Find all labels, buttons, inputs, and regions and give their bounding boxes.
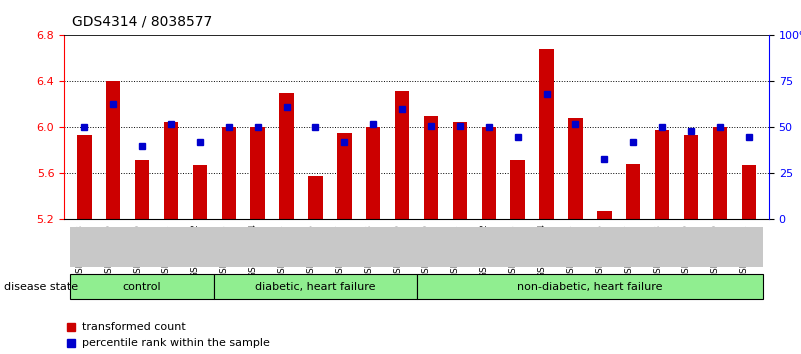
Bar <box>626 164 641 219</box>
Text: GSM662177: GSM662177 <box>624 224 633 279</box>
FancyBboxPatch shape <box>70 274 215 299</box>
Bar <box>706 227 735 267</box>
FancyBboxPatch shape <box>417 274 763 299</box>
Bar <box>388 227 417 267</box>
Bar <box>106 81 120 219</box>
Bar <box>735 227 763 267</box>
Text: GSM662165: GSM662165 <box>277 224 287 279</box>
Text: GSM662164: GSM662164 <box>248 224 258 278</box>
Bar <box>366 127 380 219</box>
Bar <box>532 227 561 267</box>
Text: GSM662160: GSM662160 <box>133 224 142 279</box>
Bar <box>222 127 236 219</box>
Text: GSM662166: GSM662166 <box>307 224 316 279</box>
Text: GSM662158: GSM662158 <box>75 224 84 279</box>
Text: GSM662168: GSM662168 <box>364 224 373 279</box>
Text: GSM662171: GSM662171 <box>451 224 460 279</box>
Text: GSM662159: GSM662159 <box>104 224 113 279</box>
Bar <box>280 93 294 219</box>
FancyBboxPatch shape <box>215 274 417 299</box>
Text: GSM662178: GSM662178 <box>653 224 662 279</box>
Text: GSM662167: GSM662167 <box>336 224 344 279</box>
Bar <box>395 91 409 219</box>
Bar <box>561 227 590 267</box>
Text: GSM662174: GSM662174 <box>537 224 546 278</box>
Bar <box>539 49 553 219</box>
Text: GSM662172: GSM662172 <box>480 224 489 278</box>
Bar <box>308 176 323 219</box>
Bar <box>99 227 127 267</box>
Bar <box>215 227 244 267</box>
Bar <box>77 136 91 219</box>
Bar <box>445 227 474 267</box>
Text: GDS4314 / 8038577: GDS4314 / 8038577 <box>72 14 212 28</box>
Bar <box>244 227 272 267</box>
Text: GSM662161: GSM662161 <box>162 224 171 279</box>
Bar <box>163 122 178 219</box>
Bar <box>453 122 467 219</box>
Bar <box>510 160 525 219</box>
Bar <box>618 227 648 267</box>
Bar <box>597 211 611 219</box>
Text: GSM662180: GSM662180 <box>710 224 720 279</box>
Bar <box>655 130 670 219</box>
Bar <box>474 227 503 267</box>
Text: diabetic, heart failure: diabetic, heart failure <box>256 282 376 292</box>
Text: non-diabetic, heart failure: non-diabetic, heart failure <box>517 282 662 292</box>
Text: GSM662179: GSM662179 <box>682 224 691 279</box>
Text: percentile rank within the sample: percentile rank within the sample <box>82 338 270 348</box>
Bar <box>156 227 185 267</box>
Bar <box>135 160 149 219</box>
Bar <box>127 227 156 267</box>
Bar <box>417 227 445 267</box>
Text: GSM662163: GSM662163 <box>219 224 229 279</box>
Bar <box>337 133 352 219</box>
Bar <box>272 227 301 267</box>
Bar <box>359 227 388 267</box>
Bar <box>677 227 706 267</box>
Text: GSM662173: GSM662173 <box>509 224 517 279</box>
Text: transformed count: transformed count <box>82 322 186 332</box>
Bar <box>481 127 496 219</box>
Bar <box>185 227 215 267</box>
Bar <box>568 118 582 219</box>
Bar <box>503 227 532 267</box>
Bar <box>713 127 727 219</box>
Text: GSM662170: GSM662170 <box>422 224 431 279</box>
Bar <box>251 127 265 219</box>
Text: GSM662169: GSM662169 <box>393 224 402 279</box>
Text: GSM662176: GSM662176 <box>595 224 604 279</box>
Text: GSM662162: GSM662162 <box>191 224 200 278</box>
Bar <box>301 227 330 267</box>
Bar <box>330 227 359 267</box>
Text: disease state: disease state <box>4 282 78 292</box>
Text: control: control <box>123 282 161 292</box>
Bar <box>424 116 438 219</box>
Bar <box>742 165 756 219</box>
Bar <box>192 165 207 219</box>
Bar <box>648 227 677 267</box>
Bar <box>70 227 99 267</box>
Text: GSM662175: GSM662175 <box>566 224 575 279</box>
Text: GSM662181: GSM662181 <box>740 224 749 279</box>
Bar <box>684 136 698 219</box>
Bar <box>590 227 618 267</box>
